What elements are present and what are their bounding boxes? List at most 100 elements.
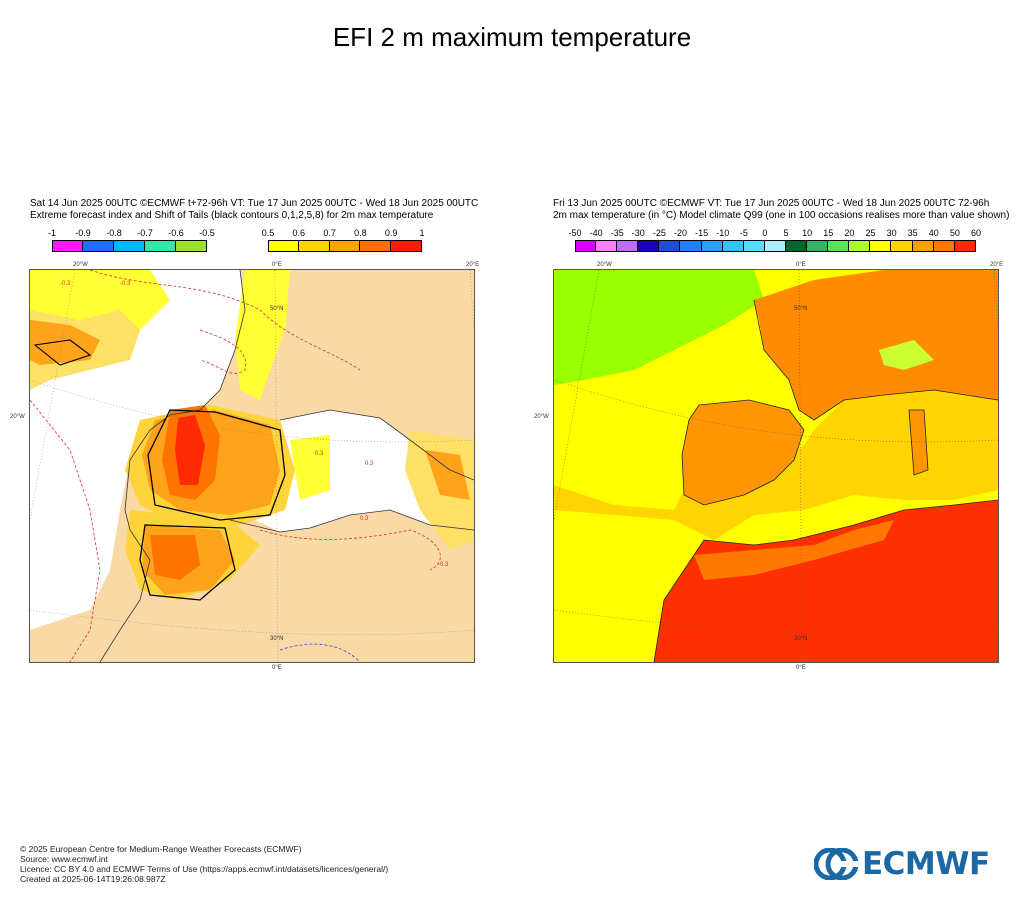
right-colorbar-tick-label: -35 [610, 228, 624, 238]
coastline-north-med [279, 409, 474, 481]
contour-label: -0.3 [60, 281, 71, 287]
right-colorbar-tick-label: 20 [844, 228, 855, 238]
right-colorbar-tick-label: 5 [783, 228, 789, 238]
right-grid-label-20w: 20°W [597, 262, 612, 268]
left-neg-colorbar-swatch [145, 240, 176, 252]
efi-yellow-balearic [290, 435, 330, 500]
left-lat-label-30: 30°N [270, 636, 283, 642]
efi-orange-north-atlantic [30, 320, 100, 365]
alps-cool [879, 340, 934, 370]
efi-dashed-contour-biscay [199, 329, 247, 374]
left-pos-colorbar-tick-label: 0.7 [323, 228, 336, 238]
left-grid-label-bottom: 0°E [272, 665, 282, 671]
right-colorbar-tick-label: -10 [716, 228, 730, 238]
graticule-lon-w [30, 270, 76, 521]
right-colorbar-swatch [596, 240, 618, 252]
right-grid-label-20e: 20°E [990, 262, 1004, 268]
left-neg-colorbar-tick-label: -0.8 [106, 228, 122, 238]
left-pos-colorbar-swatch [298, 240, 330, 252]
right-colorbar-tick-label: -5 [739, 228, 748, 238]
right-colorbar-tick-label: 25 [865, 228, 876, 238]
shift-of-tails-contour-morocco [139, 524, 236, 601]
right-colorbar-swatch [849, 240, 871, 252]
coastline-iberia [681, 399, 805, 506]
left-lat-label-50: 50°N [270, 306, 283, 312]
right-grid-label-lat: 20°W [534, 414, 549, 420]
left-header-line2: Extreme forecast index and Shift of Tail… [30, 210, 434, 221]
right-header-line2: 2m max temperature (in °C) Model climate… [553, 210, 1010, 221]
left-header-line1: Sat 14 Jun 2025 00UTC ©ECMWF t+72-96h VT… [30, 198, 479, 209]
efi-yellow-biscay [235, 270, 290, 400]
ecmwf-logo: ECMWF [814, 846, 1006, 882]
right-colorbar-tick-label: -30 [631, 228, 645, 238]
coastline-west [99, 270, 246, 662]
efi-red-core [175, 415, 205, 485]
left-pos-colorbar-swatch [360, 240, 392, 252]
contour-label: 0.3 [365, 461, 374, 467]
efi-dashed-contour-west [30, 399, 101, 662]
right-colorbar-swatch [933, 240, 955, 252]
iberia-land [682, 400, 804, 505]
right-colorbar-tick-label: 50 [949, 228, 960, 238]
right-colorbar-tick-label: 30 [886, 228, 897, 238]
right-header-line1: Fri 13 Jun 2025 00UTC ©ECMWF VT: Tue 17 … [553, 198, 990, 209]
right-colorbar-swatch [891, 240, 913, 252]
contour-label: -0.3 [120, 281, 131, 287]
right-colorbar-swatch [617, 240, 639, 252]
footer-source: Source: www.ecmwf.int [20, 854, 108, 864]
left-neg-colorbar-swatch [114, 240, 145, 252]
right-colorbar-swatch [659, 240, 681, 252]
efi-orange-sardinia [425, 450, 470, 500]
coastline-europe [753, 299, 998, 421]
left-pos-colorbar-tick-label: 0.9 [384, 228, 398, 238]
left-neg-colorbar-swatch [52, 240, 83, 252]
right-colorbar-tick-label: -40 [589, 228, 603, 238]
left-neg-colorbar-swatch [176, 240, 207, 252]
right-colorbar-swatch [828, 240, 850, 252]
left-pos-colorbar-tick-label: 0.5 [261, 228, 275, 238]
right-colorbar-tick-label: 35 [907, 228, 918, 238]
right-colorbar-tick-label: 0 [762, 228, 768, 238]
contour-label: -0.3 [438, 562, 449, 568]
left-neg-colorbar-tick-label: -0.9 [75, 228, 91, 238]
graticule-lat30 [554, 609, 998, 636]
left-neg-colorbar-swatch [83, 240, 114, 252]
europe-land [754, 270, 998, 420]
right-colorbar-swatch [954, 240, 976, 252]
left-pos-colorbar-swatch [329, 240, 361, 252]
left-pos-colorbar-swatch [391, 240, 422, 252]
north-atlantic-green [554, 270, 764, 385]
left-neg-colorbar-ticks: -1 -0.9 -0.8 -0.7 -0.6 -0.5 [48, 228, 215, 240]
right-lat-label-50: 50°N [794, 306, 807, 312]
right-colorbar-swatch [743, 240, 765, 252]
shift-of-tails-contour-iberia [147, 409, 286, 521]
right-colorbar-tick-label: 60 [970, 228, 982, 238]
atlas-orange [694, 520, 894, 580]
right-colorbar-swatch [807, 240, 829, 252]
right-colorbar-tick-label: 15 [823, 228, 834, 238]
left-map-efi: 50°N 30°N -0.3 -0.3 0.3 0.3 0.3 -0.3 [29, 269, 475, 663]
right-colorbar [575, 240, 976, 252]
graticule-lon-w [554, 270, 600, 521]
left-grid-label-20e: 20°E [466, 262, 480, 268]
north-africa-land [654, 500, 998, 662]
left-neg-colorbar-tick-label: -1 [47, 228, 57, 238]
right-grid-label-bottom: 0°E [796, 665, 806, 671]
left-pos-colorbar-swatch [268, 240, 299, 252]
footer-licence: Licence: CC BY 4.0 and ECMWF Terms of Us… [20, 864, 389, 874]
graticule-lat30 [30, 609, 474, 636]
contour-label: 0.3 [360, 516, 369, 522]
graticule-lon-e [469, 270, 474, 331]
right-colorbar-swatch [638, 240, 660, 252]
right-colorbar-swatch [764, 240, 786, 252]
sardinia-land [909, 410, 928, 475]
left-pos-colorbar-tick-label: 0.6 [292, 228, 306, 238]
efi-dashed-contour-sahara [279, 643, 361, 662]
efi-deep-orange-morocco [150, 535, 200, 580]
contour-label: 0.3 [315, 451, 324, 457]
right-colorbar-swatch [680, 240, 702, 252]
left-neg-colorbar [52, 240, 207, 252]
right-grid-label-0e: 0°E [796, 262, 806, 268]
coastline-africa [653, 499, 998, 662]
right-colorbar-swatch [701, 240, 723, 252]
